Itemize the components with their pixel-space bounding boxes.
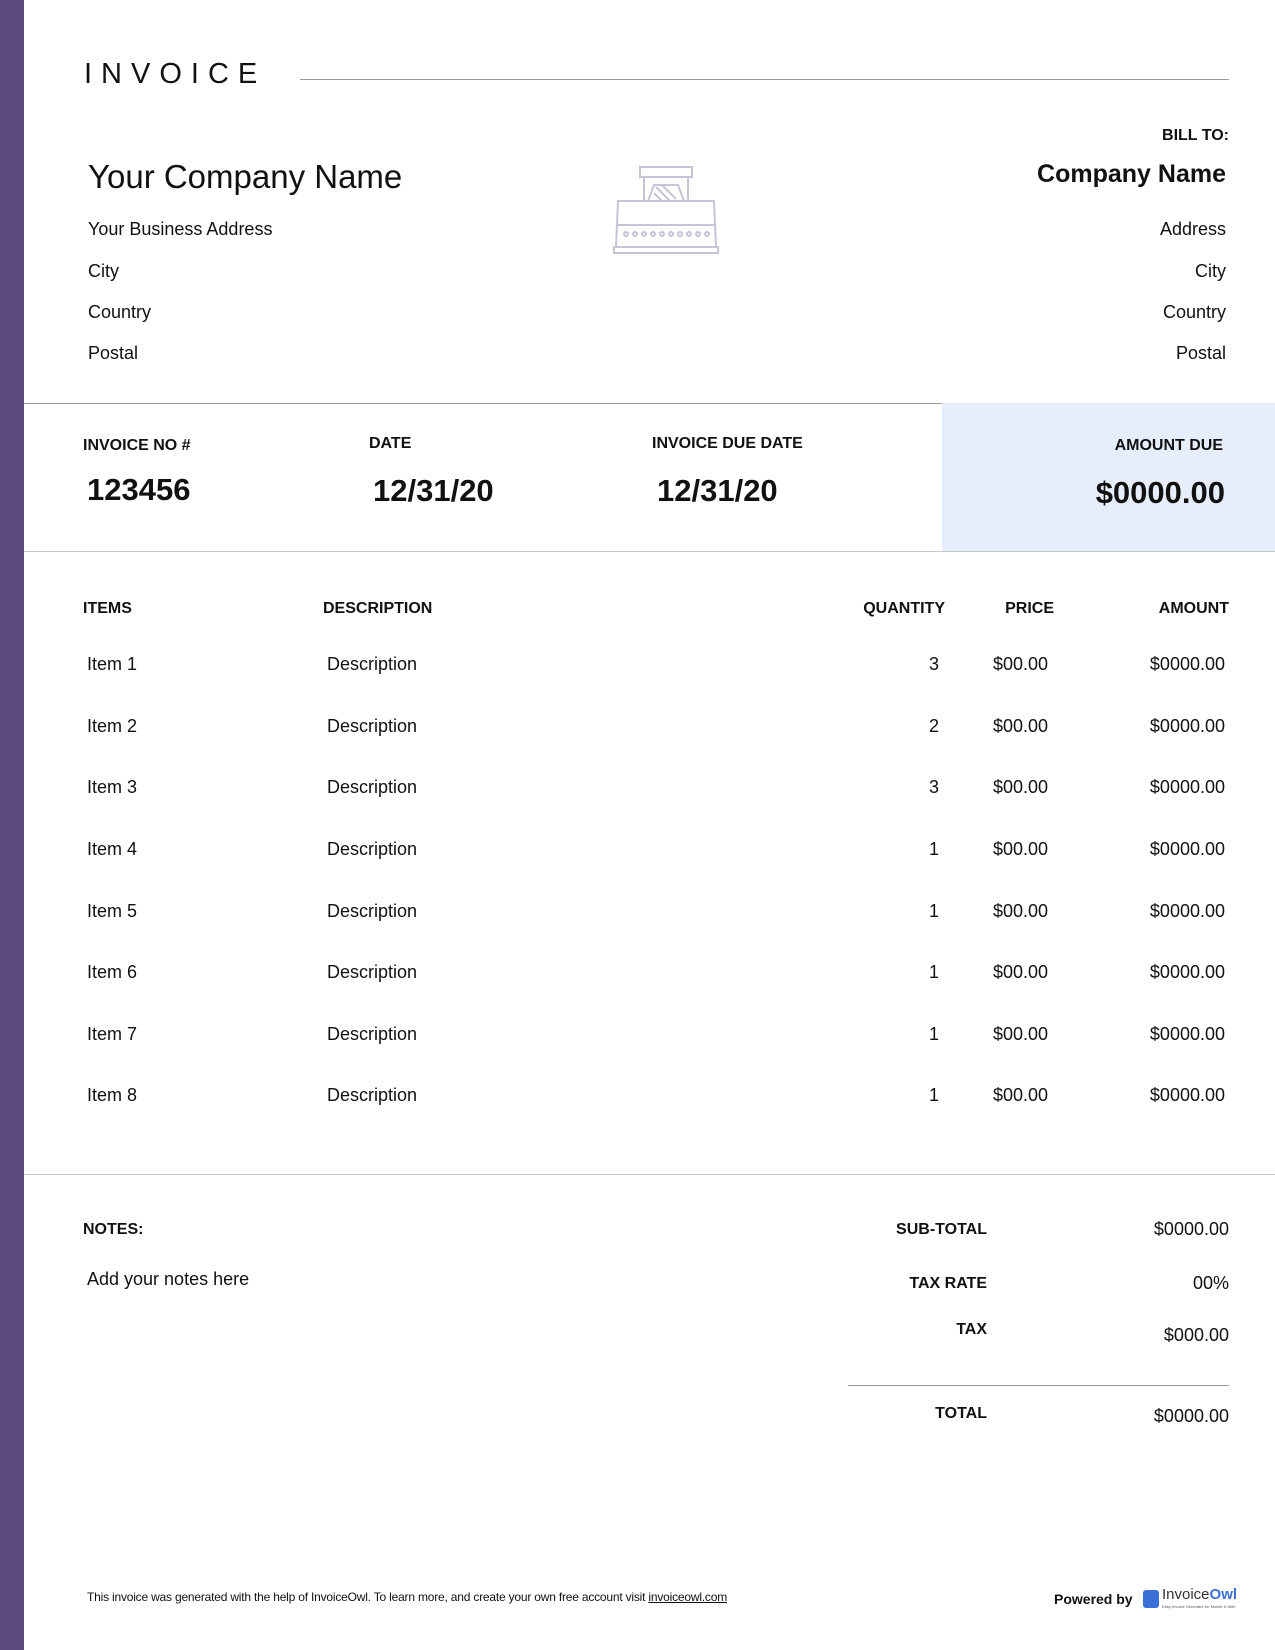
- cell-item: Item 2: [87, 716, 138, 736]
- subtotal: $0000.00: [1153, 1219, 1229, 1239]
- footer-link[interactable]: invoiceowl.com: [648, 1590, 727, 1604]
- brand-name-a: Invoice: [1162, 1586, 1210, 1603]
- cell-amount: $0000.00: [1149, 1085, 1225, 1105]
- cell-price: $00.00: [993, 962, 1049, 982]
- divider: [24, 551, 1275, 552]
- amount-due: $0000.00: [1095, 475, 1225, 510]
- divider: [300, 79, 1229, 80]
- col-description: DESCRIPTION: [323, 600, 433, 617]
- bill-to-address: Address: [1159, 219, 1226, 239]
- brand-name-b: Owl: [1209, 1586, 1238, 1603]
- total-label: TOTAL: [935, 1405, 987, 1422]
- invoice-no: 123456: [87, 472, 191, 507]
- cell-price: $00.00: [993, 716, 1049, 736]
- cell-price: $00.00: [993, 839, 1049, 859]
- from-city: City: [88, 261, 119, 281]
- col-price: PRICE: [1005, 600, 1054, 617]
- cell-quantity: 3: [928, 777, 939, 797]
- bill-to-label: BILL TO:: [1162, 127, 1229, 144]
- notes-text: Add your notes here: [87, 1269, 250, 1289]
- col-amount: AMOUNT: [1158, 600, 1229, 617]
- accent-bar: [0, 0, 24, 1650]
- cell-amount: $0000.00: [1149, 654, 1225, 674]
- cell-amount: $0000.00: [1149, 962, 1225, 982]
- from-company: Your Company Name: [88, 158, 403, 195]
- bill-to-country: Country: [1162, 302, 1226, 322]
- cell-item: Item 5: [87, 901, 138, 921]
- cell-price: $00.00: [993, 777, 1049, 797]
- cell-quantity: 1: [928, 1085, 939, 1105]
- tax-rate-label: TAX RATE: [909, 1275, 987, 1292]
- cell-item: Item 4: [87, 839, 138, 859]
- cell-description: Description: [327, 1085, 418, 1105]
- divider: [24, 403, 942, 404]
- brand-logo: InvoiceOwl: [1162, 1586, 1237, 1603]
- invoice-title: INVOICE: [84, 58, 267, 90]
- bill-to-city: City: [1195, 261, 1226, 281]
- cell-amount: $0000.00: [1149, 777, 1225, 797]
- cell-quantity: 2: [928, 716, 939, 736]
- cell-quantity: 1: [928, 901, 939, 921]
- cell-amount: $0000.00: [1149, 716, 1225, 736]
- cell-amount: $0000.00: [1149, 901, 1225, 921]
- total: $0000.00: [1153, 1406, 1229, 1426]
- powered-by: Powered by: [1054, 1591, 1133, 1607]
- subtotal-label: SUB-TOTAL: [896, 1221, 987, 1238]
- cell-description: Description: [327, 962, 418, 982]
- company-logo-icon: [613, 166, 719, 254]
- footer-text: This invoice was generated with the help…: [87, 1590, 727, 1604]
- notes-label: NOTES:: [83, 1221, 144, 1238]
- from-postal: Postal: [88, 343, 139, 363]
- cell-quantity: 1: [928, 839, 939, 859]
- col-quantity: QUANTITY: [863, 600, 945, 617]
- cell-description: Description: [327, 839, 418, 859]
- divider: [24, 1174, 1275, 1175]
- bill-to-postal: Postal: [1175, 343, 1226, 363]
- cell-description: Description: [327, 716, 418, 736]
- cell-item: Item 3: [87, 777, 138, 797]
- from-country: Country: [88, 302, 152, 322]
- cell-quantity: 1: [928, 1024, 939, 1044]
- cell-description: Description: [327, 901, 418, 921]
- tax-label: TAX: [956, 1321, 987, 1338]
- cell-quantity: 1: [928, 962, 939, 982]
- cell-quantity: 3: [928, 654, 939, 674]
- cell-description: Description: [327, 777, 418, 797]
- owl-logo-icon: [1143, 1590, 1159, 1608]
- amount-due-box: [942, 403, 1275, 551]
- due-date-label: INVOICE DUE DATE: [652, 435, 803, 452]
- cell-item: Item 1: [87, 654, 138, 674]
- cell-description: Description: [327, 1024, 418, 1044]
- divider: [848, 1385, 1229, 1386]
- from-address: Your Business Address: [88, 219, 273, 239]
- cell-price: $00.00: [993, 1085, 1049, 1105]
- cell-item: Item 7: [87, 1024, 138, 1044]
- cell-description: Description: [327, 654, 418, 674]
- tax-rate: 00%: [1192, 1273, 1229, 1293]
- bill-to-company: Company Name: [1037, 160, 1226, 188]
- cell-amount: $0000.00: [1149, 1024, 1225, 1044]
- brand-tagline: Easy Invoice Generator for Mobile & Web: [1162, 1604, 1236, 1609]
- cell-price: $00.00: [993, 1024, 1049, 1044]
- due-date: 12/31/20: [657, 473, 778, 508]
- cell-item: Item 6: [87, 962, 138, 982]
- cell-price: $00.00: [993, 901, 1049, 921]
- cell-item: Item 8: [87, 1085, 138, 1105]
- footer-message: This invoice was generated with the help…: [87, 1590, 649, 1604]
- invoice-no-label: INVOICE NO #: [83, 437, 191, 454]
- date: 12/31/20: [373, 473, 494, 508]
- cell-amount: $0000.00: [1149, 839, 1225, 859]
- col-items: ITEMS: [83, 600, 132, 617]
- tax: $000.00: [1163, 1325, 1229, 1345]
- cell-price: $00.00: [993, 654, 1049, 674]
- amount-due-label: AMOUNT DUE: [1114, 437, 1223, 454]
- date-label: DATE: [369, 435, 412, 452]
